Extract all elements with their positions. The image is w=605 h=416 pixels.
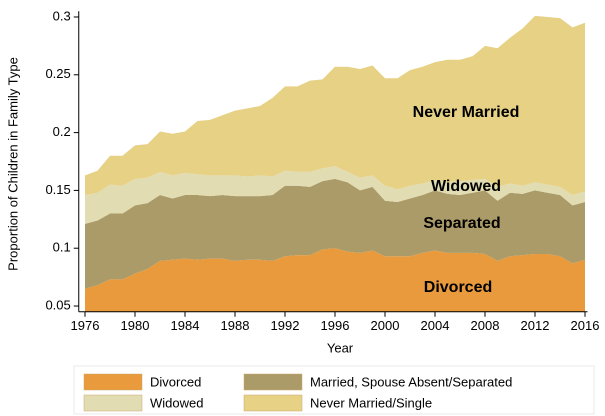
area: [85, 248, 585, 312]
y-tick-label: 0.05: [45, 297, 70, 312]
y-tick-label: 0.15: [45, 182, 70, 197]
annotation: Never Married: [413, 104, 520, 121]
area: [85, 178, 585, 289]
y-tick-label: 0.3: [53, 8, 71, 23]
y-axis-label: Proportion of Children in Family Type: [5, 57, 20, 271]
annotation: Widowed: [431, 178, 501, 195]
legend-label: Divorced: [150, 374, 201, 389]
x-tick-label: 2012: [521, 318, 550, 333]
x-tick-label: 1984: [171, 318, 200, 333]
x-axis-label: Year: [327, 340, 354, 355]
x-tick-label: 1992: [271, 318, 300, 333]
legend-box: [73, 365, 595, 415]
x-tick-label: 2000: [371, 318, 400, 333]
x-tick-label: 1976: [71, 318, 100, 333]
x-tick-label: 2016: [571, 318, 600, 333]
area: [85, 15, 585, 196]
y-tick-label: 0.1: [53, 240, 71, 255]
x-tick-label: 1988: [221, 318, 250, 333]
y-tick-label: 0.2: [53, 124, 71, 139]
legend-swatch: [243, 394, 303, 412]
y-tick-label: 0.25: [45, 66, 70, 81]
legend-swatch: [83, 394, 143, 412]
legend-label: Married, Spouse Absent/Separated: [310, 374, 512, 389]
legend-swatch: [243, 373, 303, 391]
annotation: Divorced: [424, 279, 492, 296]
legend-swatch: [83, 373, 143, 391]
legend-label: Widowed: [150, 395, 203, 410]
x-tick-label: 1980: [121, 318, 150, 333]
x-tick-label: 2008: [471, 318, 500, 333]
x-tick-label: 1996: [321, 318, 350, 333]
annotation: Separated: [423, 215, 500, 232]
x-tick-label: 2004: [421, 318, 450, 333]
legend-label: Never Married/Single: [310, 395, 432, 410]
area: [85, 166, 585, 224]
